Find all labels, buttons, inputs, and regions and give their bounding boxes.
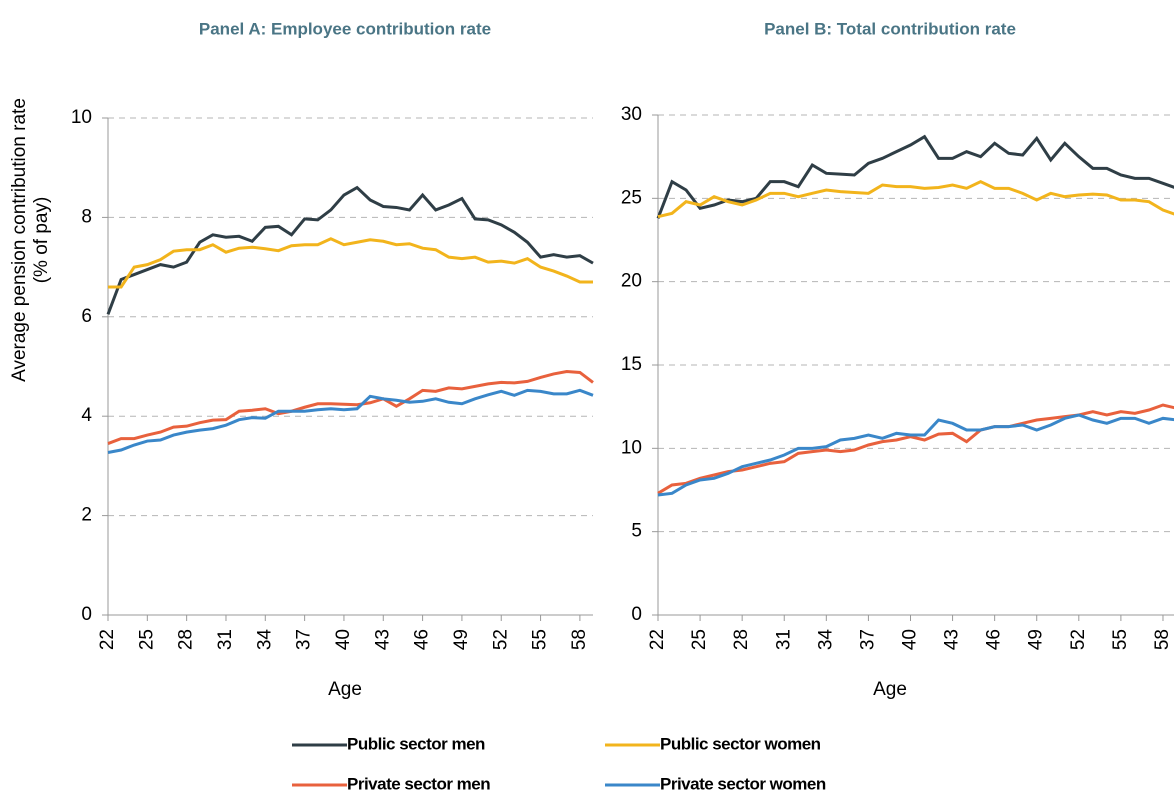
x-tick-label: 31	[215, 629, 236, 650]
x-tick-label: 46	[412, 629, 433, 650]
x-tick-label: 55	[530, 629, 551, 650]
series-line	[657, 403, 1174, 495]
x-tick-label: 52	[1068, 629, 1089, 650]
legend-label: Private sector women	[660, 774, 826, 793]
x-tick-label: 58	[1152, 629, 1173, 650]
x-tick-label: 34	[254, 629, 275, 651]
x-tick-label: 43	[372, 629, 393, 650]
x-axis-label: Age	[873, 679, 907, 700]
y-tick-label: 4	[81, 405, 92, 426]
series-line	[108, 237, 593, 289]
series-line	[106, 185, 594, 315]
panel-title: Panel A: Employee contribution rate	[199, 19, 491, 38]
x-tick-label: 43	[942, 629, 963, 650]
x-tick-label: 22	[647, 629, 668, 650]
series-line	[107, 369, 594, 445]
y-tick-label: 2	[81, 505, 92, 526]
x-axis-label: Age	[328, 679, 362, 700]
x-tick-label: 52	[490, 629, 511, 650]
y-tick-label: 25	[621, 187, 642, 208]
x-tick-label: 22	[97, 629, 118, 650]
x-tick-label: 25	[689, 629, 710, 650]
y-axis-label: (% of pay)	[31, 197, 52, 284]
y-axis-label: Average pension contribution rate	[9, 98, 30, 382]
x-tick-label: 25	[136, 629, 157, 650]
panel-title: Panel B: Total contribution rate	[764, 19, 1016, 38]
legend-label: Public sector women	[660, 734, 821, 753]
legend-label: Public sector men	[347, 734, 485, 753]
x-tick-label: 49	[451, 629, 472, 650]
y-tick-label: 10	[71, 107, 92, 128]
x-tick-label: 31	[773, 629, 794, 650]
series-line	[107, 388, 594, 454]
y-tick-label: 8	[81, 206, 92, 227]
x-tick-label: 49	[1026, 629, 1047, 650]
x-tick-label: 37	[294, 629, 315, 650]
x-tick-label: 40	[333, 629, 354, 650]
x-tick-label: 58	[569, 629, 590, 650]
series-line	[657, 180, 1174, 219]
x-tick-label: 28	[176, 629, 197, 650]
y-tick-label: 30	[621, 104, 642, 125]
legend-label: Private sector men	[347, 774, 490, 793]
y-tick-label: 6	[81, 306, 92, 327]
y-tick-label: 0	[631, 604, 642, 625]
x-tick-label: 28	[731, 629, 752, 650]
series-line	[656, 134, 1174, 219]
y-tick-label: 0	[81, 604, 92, 625]
y-tick-label: 20	[621, 271, 642, 292]
x-tick-label: 37	[857, 629, 878, 650]
y-tick-label: 10	[621, 437, 642, 458]
x-tick-label: 34	[815, 629, 836, 651]
x-tick-label: 55	[1110, 629, 1131, 650]
series-line	[657, 413, 1174, 497]
x-tick-label: 40	[900, 629, 921, 650]
x-tick-label: 46	[984, 629, 1005, 650]
y-tick-label: 15	[621, 354, 642, 375]
y-tick-label: 5	[631, 521, 642, 542]
